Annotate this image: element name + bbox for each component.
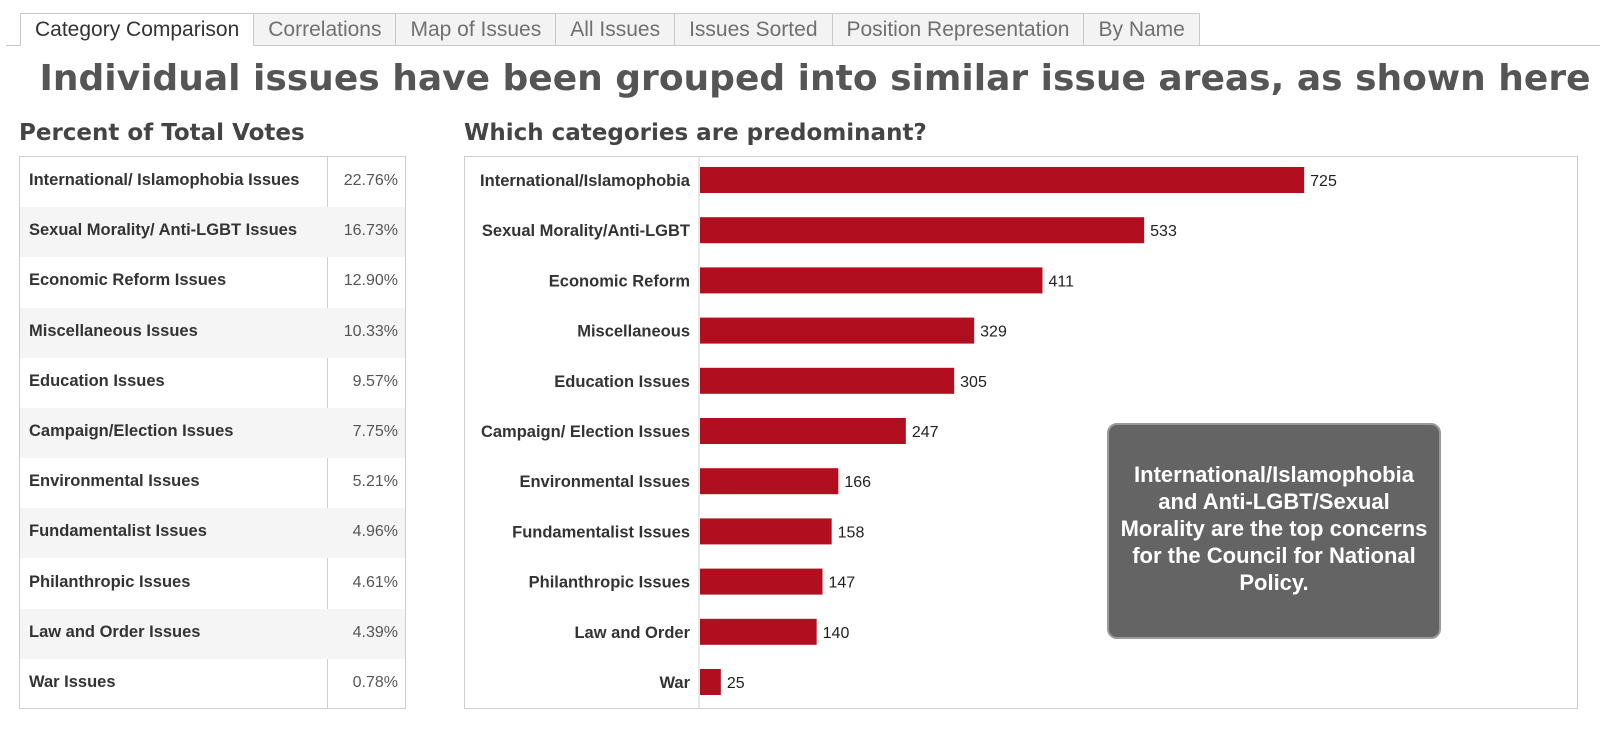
tab-list: Category Comparison Correlations Map of Is… <box>20 13 1200 46</box>
bar-value-label: 147 <box>829 575 856 592</box>
row-percent-value: 4.61% <box>352 573 398 591</box>
bar <box>700 367 955 394</box>
bar-value-label: 725 <box>1310 173 1337 190</box>
row-percent-value: 4.96% <box>352 523 398 541</box>
bar-value-label: 25 <box>727 675 745 692</box>
category-tick-label: Campaign/ Election Issues <box>481 423 690 441</box>
row-category-name: Philanthropic Issues <box>29 572 191 591</box>
tab-bar: Category Comparison Correlations Map of Is… <box>6 13 1600 46</box>
row-category-name: Sexual Morality/ Anti-LGBT Issues <box>29 221 298 240</box>
category-tick-label: Sexual Morality/Anti-LGBT <box>482 222 690 240</box>
chart-frame <box>464 156 1578 709</box>
bar <box>700 267 1043 294</box>
tab-all-issues[interactable]: All Issues <box>556 13 676 46</box>
table-row: Campaign/Election Issues 7.75% <box>20 408 405 458</box>
row-percent-value: 5.21% <box>352 473 398 491</box>
row-category-name: Economic Reform Issues <box>29 271 227 290</box>
bar-value-label: 329 <box>980 324 1007 341</box>
bar-value-label: 411 <box>1049 273 1075 290</box>
table-row: Miscellaneous Issues 10.33% <box>20 307 405 358</box>
table-row: War Issues 0.78% <box>20 659 405 709</box>
table-row: Fundamentalist Issues 4.96% <box>20 508 405 559</box>
category-tick-label: Education Issues <box>554 373 690 391</box>
bar <box>700 669 721 695</box>
bar <box>700 518 832 545</box>
row-category-name: Law and Order Issues <box>29 622 201 641</box>
bar-chart: International/Islamophobia 725 Sexual Mora… <box>480 156 1337 709</box>
category-tick-label: International/Islamophobia <box>480 172 691 190</box>
table-row: Philanthropic Issues 4.61% <box>20 559 405 609</box>
callout-box: International/Islamophobia and Anti-LGBT… <box>1107 423 1441 639</box>
table-row: Education Issues 9.57% <box>20 358 405 408</box>
table-row: International/ Islamophobia Issues 22.76% <box>20 157 405 207</box>
row-percent-value: 4.39% <box>352 623 398 641</box>
category-tick-label: Economic Reform <box>549 272 690 290</box>
category-tick-label: Environmental Issues <box>519 473 690 491</box>
table-row: Law and Order Issues 4.39% <box>20 608 405 659</box>
row-percent-value: 16.73% <box>343 222 398 240</box>
category-tick-label: Philanthropic Issues <box>529 574 690 592</box>
table-title: Percent of Total Votes <box>19 120 305 146</box>
bar <box>700 317 975 344</box>
bar-value-label: 305 <box>960 374 987 391</box>
page-title: Individual issues have been grouped into… <box>39 58 1591 99</box>
tab-category-comparison[interactable]: Category Comparison <box>20 13 255 46</box>
tab-map-of-issues[interactable]: Map of Issues <box>396 13 557 46</box>
table-row: Sexual Morality/ Anti-LGBT Issues 16.73% <box>20 207 405 258</box>
tab-by-name[interactable]: By Name <box>1084 13 1200 46</box>
row-category-name: Miscellaneous Issues <box>29 321 198 340</box>
bar-value-label: 158 <box>838 524 865 541</box>
bar <box>700 418 906 444</box>
bar-value-label: 166 <box>844 474 871 491</box>
row-percent-value: 9.57% <box>352 372 398 390</box>
row-category-name: Education Issues <box>29 371 165 390</box>
category-tick-label: War <box>659 674 690 692</box>
bar <box>700 217 1145 244</box>
row-percent-value: 0.78% <box>352 674 398 691</box>
category-tick-label: Miscellaneous <box>577 323 690 341</box>
bar <box>700 618 817 645</box>
percent-table: International/ Islamophobia Issues 22.76%… <box>19 156 406 709</box>
bar <box>700 568 823 595</box>
bar <box>700 167 1305 193</box>
row-category-name: Fundamentalist Issues <box>29 522 207 541</box>
row-category-name: Campaign/Election Issues <box>29 422 234 440</box>
tab-issues-sorted[interactable]: Issues Sorted <box>675 13 833 46</box>
row-percent-value: 10.33% <box>343 322 398 340</box>
row-category-name: War Issues <box>29 673 116 691</box>
chart-title: Which categories are predominant? <box>464 120 927 146</box>
tab-position-representation[interactable]: Position Representation <box>832 13 1085 46</box>
category-tick-label: Law and Order <box>574 624 690 642</box>
table-row: Economic Reform Issues 12.90% <box>20 257 405 307</box>
bar-value-label: 247 <box>912 424 939 441</box>
bar-value-label: 533 <box>1150 223 1177 240</box>
row-percent-value: 12.90% <box>343 272 398 290</box>
row-percent-value: 22.76% <box>343 172 398 189</box>
bar <box>700 468 839 495</box>
bar-value-label: 140 <box>823 625 850 642</box>
row-percent-value: 7.75% <box>352 423 398 440</box>
row-category-name: Environmental Issues <box>29 472 200 491</box>
table-row: Environmental Issues 5.21% <box>20 458 405 508</box>
row-category-name: International/ Islamophobia Issues <box>29 171 300 189</box>
tab-correlations[interactable]: Correlations <box>254 13 397 46</box>
category-tick-label: Fundamentalist Issues <box>512 523 690 541</box>
